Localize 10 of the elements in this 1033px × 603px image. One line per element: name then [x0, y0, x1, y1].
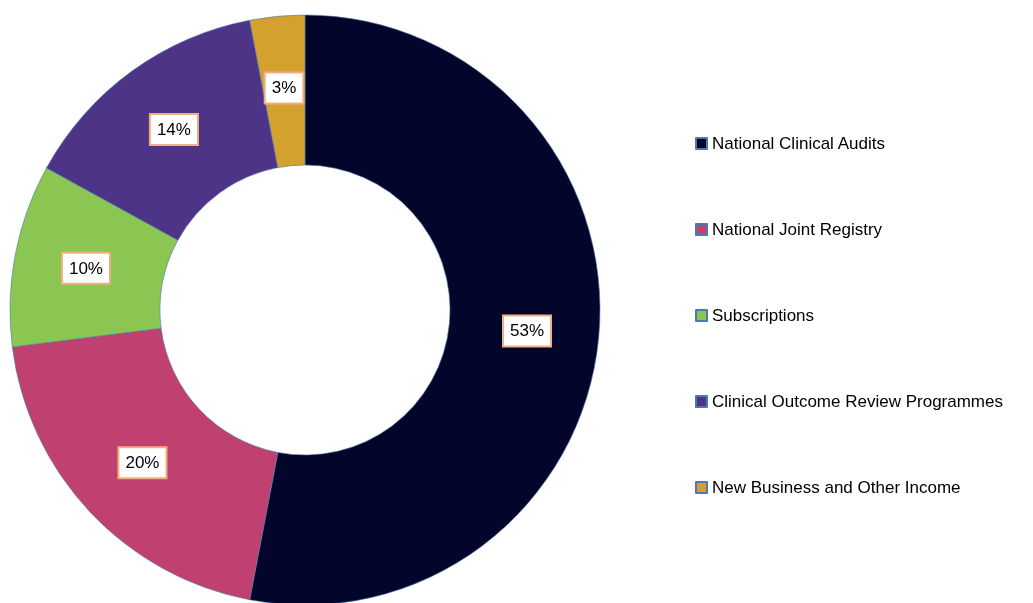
data-label: 53% — [509, 321, 545, 341]
legend-label: National Joint Registry — [712, 220, 883, 239]
data-label: 10% — [68, 258, 103, 278]
legend-label: New Business and Other Income — [712, 478, 961, 497]
data-label: 3% — [271, 78, 297, 98]
data-label: 20% — [125, 453, 160, 473]
data-label: 14% — [156, 120, 191, 140]
legend-label: Clinical Outcome Review Programmes — [712, 392, 1003, 411]
legend-label: National Clinical Audits — [712, 134, 885, 153]
legend-label: Subscriptions — [712, 306, 815, 325]
